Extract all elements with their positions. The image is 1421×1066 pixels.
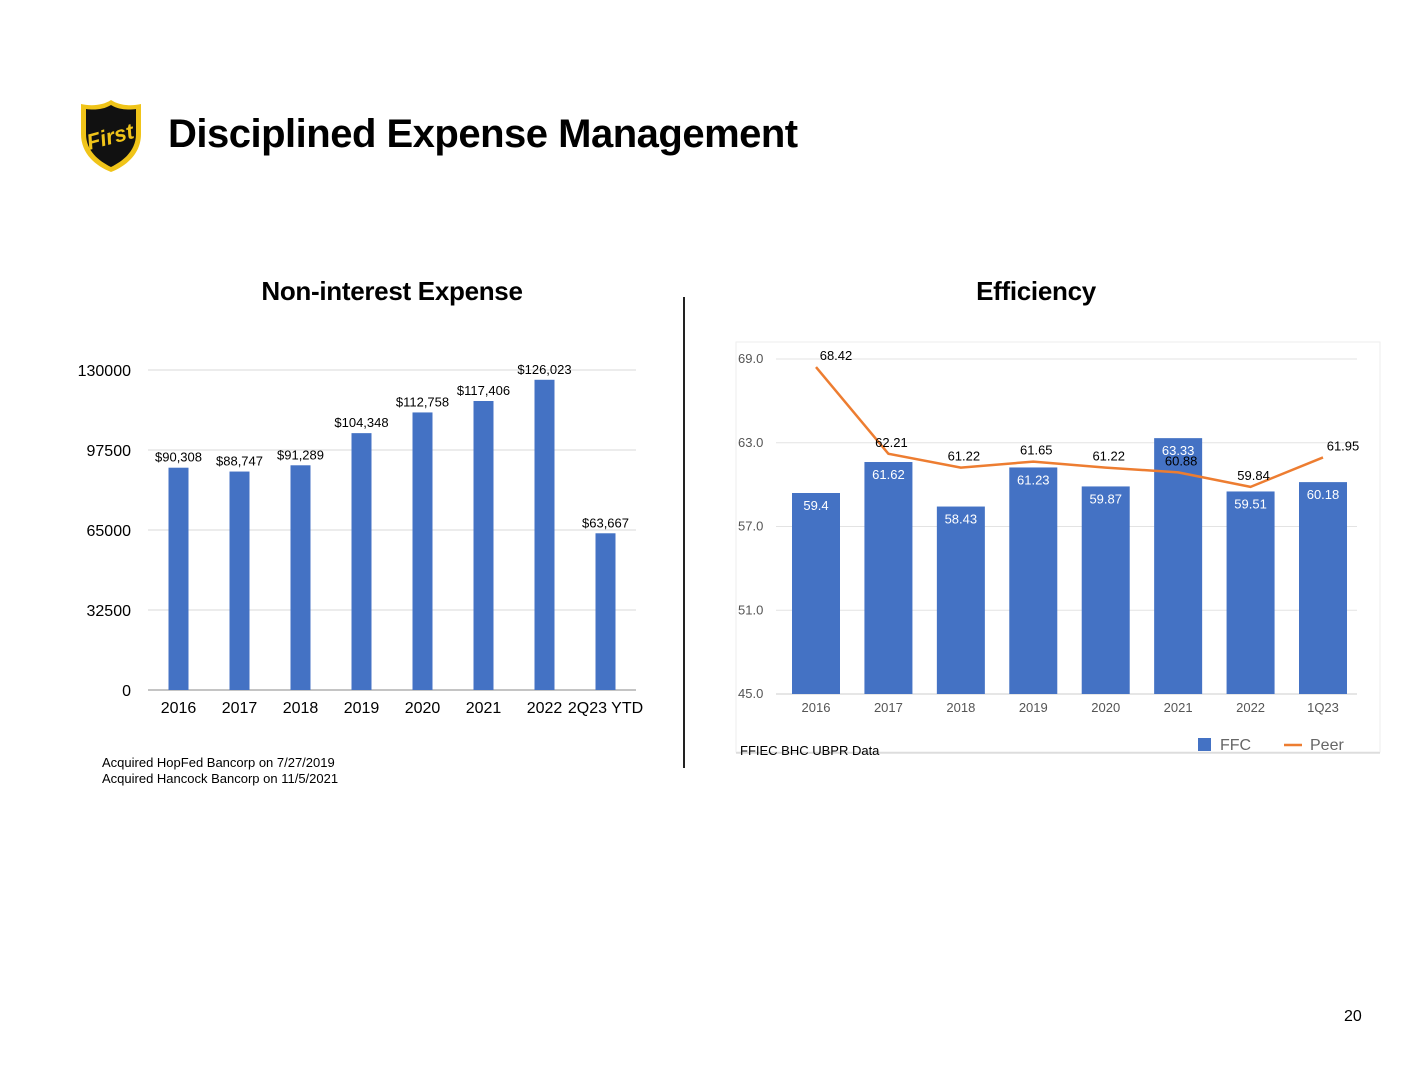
bar-2q23-ytd	[595, 533, 616, 690]
peer-line	[815, 366, 1324, 489]
y-tick-label: 45.0	[738, 686, 763, 701]
peer-point-label: 61.65	[1020, 443, 1053, 458]
noninterest-expense-chart: $90,308 $88,747 $91,289 $104,348 $112,758 $11…	[78, 362, 644, 717]
ffc-bar-label: 59.51	[1234, 496, 1267, 511]
bar-data-label: $90,308	[155, 450, 202, 465]
legend-ffc-swatch	[1198, 738, 1211, 751]
page-number: 20	[1344, 1008, 1362, 1025]
ffc-bar-2018	[936, 506, 985, 694]
x-tick-label: 2016	[802, 700, 831, 715]
y-tick-label: 69.0	[738, 351, 763, 366]
bar-data-label: $117,406	[457, 383, 510, 398]
bar-data-label: $63,667	[582, 515, 629, 530]
footnote-hopfed: Acquired HopFed Bancorp on 7/27/2019	[102, 755, 335, 770]
peer-point-label: 60.88	[1165, 453, 1198, 468]
peer-point-label: 61.95	[1327, 438, 1360, 453]
ffc-bar-2019	[1009, 467, 1058, 694]
efficiency-chart: 59.461.6258.4361.2359.8763.3359.5160.18 …	[735, 341, 1381, 758]
ffc-bar-label: 59.87	[1089, 491, 1122, 506]
ffc-bar-label: 58.43	[945, 512, 978, 527]
bar-2018	[290, 465, 311, 690]
ffc-bar-2020	[1081, 486, 1130, 694]
x-tick-label: 2018	[946, 700, 975, 715]
peer-point-label: 68.42	[820, 348, 853, 363]
bar-data-label: $104,348	[334, 415, 388, 430]
peer-point-label: 59.84	[1237, 468, 1270, 483]
x-tick-label: 2021	[1164, 700, 1193, 715]
x-tick-label: 1Q23	[1307, 700, 1339, 715]
x-tick-label: 2022	[1236, 700, 1265, 715]
legend-ffc-label: FFC	[1220, 737, 1251, 754]
y-tick-label: 97500	[87, 443, 132, 460]
y-tick-label: 0	[122, 683, 131, 700]
y-tick-label: 130000	[78, 363, 131, 380]
y-tick-label: 51.0	[738, 602, 763, 617]
bar-data-label: $112,758	[396, 394, 449, 409]
y-tick-label: 57.0	[738, 519, 763, 534]
bar-data-label: $126,023	[517, 362, 571, 377]
peer-point-label: 61.22	[948, 449, 981, 464]
y-tick-label: 63.0	[738, 435, 763, 450]
ffc-bar-2017	[864, 462, 913, 694]
ffc-bar-label: 61.23	[1017, 472, 1050, 487]
bar-2020	[412, 412, 433, 690]
x-tick-label: 2017	[222, 700, 258, 717]
source-note: FFIEC BHC UBPR Data	[740, 743, 880, 758]
x-tick-label: 2020	[1091, 700, 1120, 715]
page-title: Disciplined Expense Management	[168, 112, 798, 156]
x-tick-label: 2021	[466, 700, 502, 717]
ffc-bar-label: 61.62	[872, 467, 905, 482]
ffc-bar-label: 59.4	[803, 498, 828, 513]
bar-2017	[229, 471, 250, 690]
ffc-bar-2016	[792, 493, 840, 694]
x-tick-label: 2018	[283, 700, 319, 717]
ffc-bar-2022	[1226, 491, 1275, 694]
x-tick-label: 2019	[1019, 700, 1048, 715]
noninterest-chart-title: Non-interest Expense	[261, 276, 523, 306]
peer-point-label: 61.22	[1092, 449, 1125, 464]
x-tick-label: 2020	[405, 700, 441, 717]
footnote-hancock: Acquired Hancock Bancorp on 11/5/2021	[102, 771, 339, 786]
y-tick-label: 32500	[87, 603, 132, 620]
ffc-bar-label: 60.18	[1307, 487, 1340, 502]
bar-data-label: $88,747	[216, 454, 263, 469]
ffc-bar-label: 63.33	[1162, 443, 1195, 458]
peer-point-label: 62.21	[875, 435, 908, 450]
x-tick-label: 2017	[874, 700, 903, 715]
first-shield-logo: First	[81, 100, 141, 172]
bar-2016	[168, 467, 189, 690]
x-tick-label: 2016	[161, 700, 197, 717]
ffc-bar-2021	[1154, 438, 1203, 694]
ffc-bar-1q23	[1299, 482, 1347, 694]
legend-peer-label: Peer	[1310, 737, 1344, 754]
y-tick-label: 65000	[87, 523, 132, 540]
bar-data-label: $91,289	[277, 447, 324, 462]
efficiency-chart-title: Efficiency	[976, 276, 1096, 306]
bar-2019	[351, 433, 372, 690]
x-tick-label: 2Q23 YTD	[568, 700, 643, 717]
chart-divider	[683, 297, 685, 768]
footnotes: Acquired HopFed Bancorp on 7/27/2019 Acq…	[102, 755, 338, 787]
x-tick-label: 2022	[527, 700, 563, 717]
bar-2022	[534, 379, 555, 690]
x-tick-label: 2019	[344, 700, 380, 717]
bar-2021	[473, 401, 494, 690]
